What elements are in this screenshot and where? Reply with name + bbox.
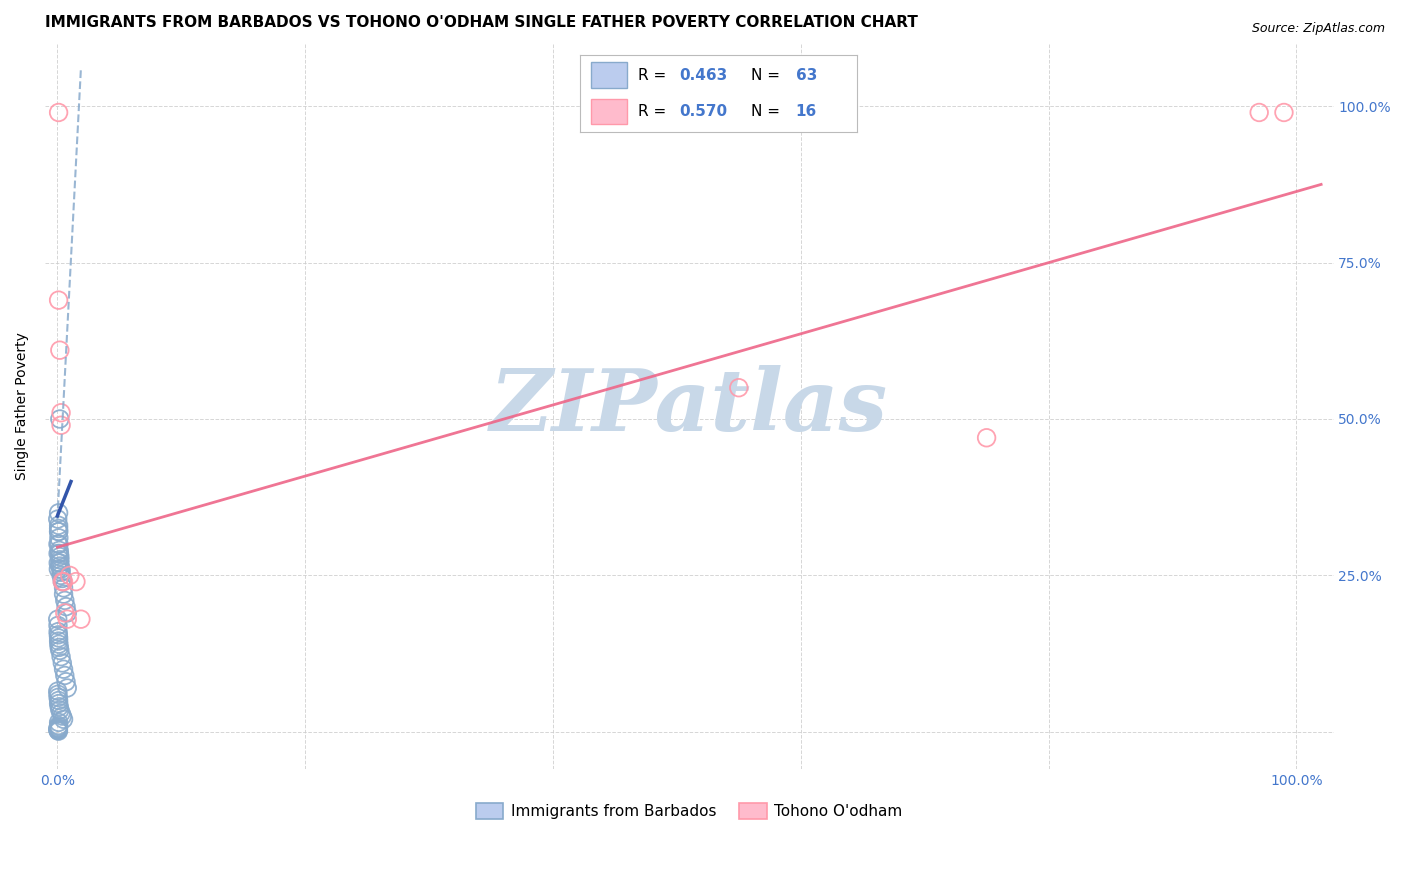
Point: [49, 566, 72, 580]
Point: [48, 537, 70, 551]
Point: [48, 105, 70, 120]
Y-axis label: Single Father Poverty: Single Father Poverty: [15, 333, 30, 481]
Point: [48, 631, 70, 645]
Point: [49, 553, 72, 567]
Point: [53, 606, 76, 620]
Text: ZIPatlas: ZIPatlas: [491, 365, 889, 449]
Point: [46, 687, 69, 701]
Point: [48, 521, 70, 535]
Point: [48, 634, 70, 648]
Point: [46, 537, 69, 551]
Point: [46, 618, 69, 632]
Point: [48, 524, 70, 539]
Point: [46, 624, 69, 639]
Point: [65, 574, 87, 589]
Point: [52, 662, 75, 676]
Point: [52, 574, 75, 589]
Point: [48, 693, 70, 707]
Point: [48, 524, 70, 539]
Point: [48, 724, 70, 739]
Point: [52, 712, 75, 726]
Point: [48, 720, 70, 734]
Point: [56, 612, 79, 626]
Point: [49, 703, 72, 717]
Point: [55, 674, 77, 689]
Point: [48, 637, 70, 651]
Point: [1249, 105, 1271, 120]
Point: [52, 587, 75, 601]
Point: [49, 559, 72, 574]
Point: [49, 412, 72, 426]
Point: [51, 656, 73, 670]
Point: [727, 381, 749, 395]
Point: [48, 640, 70, 655]
Text: IMMIGRANTS FROM BARBADOS VS TOHONO O'ODHAM SINGLE FATHER POVERTY CORRELATION CHA: IMMIGRANTS FROM BARBADOS VS TOHONO O'ODH…: [45, 15, 918, 30]
Point: [52, 581, 75, 595]
Point: [46, 684, 69, 698]
Point: [49, 418, 72, 433]
Point: [1272, 105, 1295, 120]
Point: [48, 697, 70, 711]
Point: [49, 649, 72, 664]
Point: [51, 709, 73, 723]
Point: [48, 628, 70, 642]
Point: [48, 293, 70, 307]
Point: [49, 562, 72, 576]
Point: [46, 512, 69, 526]
Point: [49, 568, 72, 582]
Point: [53, 668, 76, 682]
Point: [48, 547, 70, 561]
Point: [46, 547, 69, 561]
Legend: Immigrants from Barbados, Tohono O'odham: Immigrants from Barbados, Tohono O'odham: [468, 796, 910, 827]
Point: [48, 718, 70, 732]
Point: [55, 599, 77, 614]
Point: [51, 574, 73, 589]
Point: [48, 518, 70, 533]
Point: [49, 406, 72, 420]
Text: Source: ZipAtlas.com: Source: ZipAtlas.com: [1251, 22, 1385, 36]
Point: [46, 612, 69, 626]
Point: [56, 606, 79, 620]
Point: [59, 568, 82, 582]
Point: [48, 715, 70, 730]
Point: [46, 690, 69, 705]
Point: [49, 643, 72, 657]
Point: [49, 706, 72, 720]
Point: [51, 572, 73, 586]
Point: [48, 562, 70, 576]
Point: [48, 723, 70, 737]
Point: [46, 723, 69, 738]
Point: [49, 343, 72, 358]
Point: [56, 681, 79, 695]
Point: [48, 543, 70, 558]
Point: [70, 612, 93, 626]
Point: [46, 721, 69, 735]
Point: [48, 506, 70, 520]
Point: [46, 722, 69, 736]
Point: [49, 556, 72, 570]
Point: [46, 556, 69, 570]
Point: [51, 574, 73, 589]
Point: [53, 593, 76, 607]
Point: [48, 699, 70, 714]
Point: [49, 549, 72, 564]
Point: [48, 531, 70, 545]
Point: [976, 431, 998, 445]
Point: [46, 723, 69, 737]
